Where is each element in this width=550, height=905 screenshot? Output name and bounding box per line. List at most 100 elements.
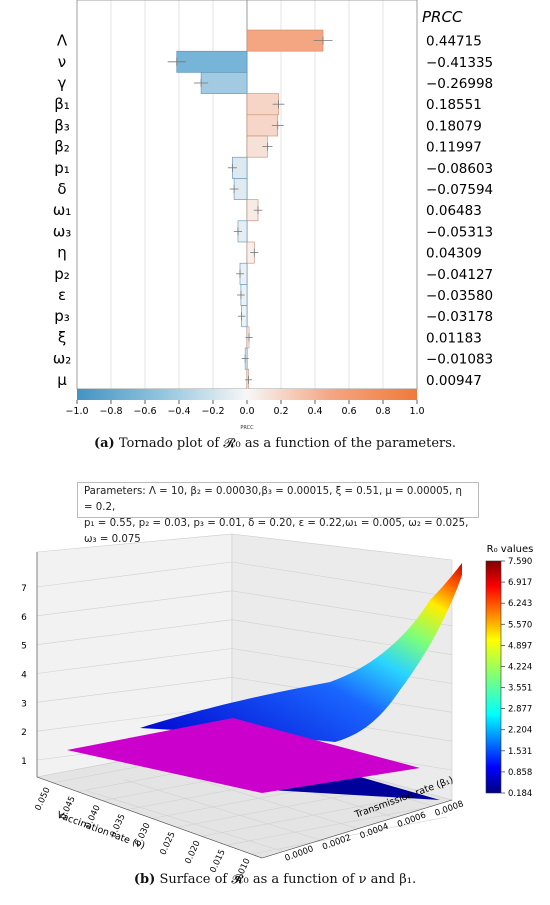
caption-b: (b) Surface of 𝓡₀ as a function of ν and… [0,872,550,887]
tornado-value-label: −0.03178 [426,309,493,325]
tornado-value-label: −0.41335 [426,55,493,71]
tornado-category-label: ω₃ [53,222,72,240]
parameters-line-1: Parameters: Λ = 10, β₂ = 0.00030,β₃ = 0.… [84,486,462,513]
surface-high-region [140,563,462,742]
tornado-category-label: ν [58,53,66,71]
tornado-category-label: ω₁ [53,201,72,219]
tornado-category-label: ξ [58,328,66,346]
tornado-value-label: 0.18079 [426,118,482,134]
reference-plane-r0-1 [67,718,420,793]
x-axis-line [36,776,263,859]
y-gridline [124,779,320,841]
r0-colorbar-tick-label: 4.897 [508,641,532,651]
r0-colorbar-tick-label: 7.590 [508,557,532,567]
prcc-tick-label: −1.0 [65,406,88,417]
prcc-tick-label: −0.2 [201,406,224,417]
tornado-value-label: −0.03580 [426,288,493,304]
tornado-value-label: 0.06483 [426,203,482,219]
z-gridline-right [231,561,453,598]
r0-colorbar-tick-label: 1.531 [508,747,532,757]
tornado-category-labels: Λνγ β₁ β₃ β₂ p₁ δ ω₁ ω₃ η p₂ ε p₃ ξ ω₂ μ [53,32,72,389]
r0-colorbar-ticks: 7.590 6.917 6.243 5.570 4.897 4.224 3.551 2.877… [501,557,532,799]
tornado-value-labels: 0.44715 −0.41335 −0.26998 0.18551 0.18079 0.1… [426,34,493,389]
x-tick-label: 0.015 [208,848,227,874]
tornado-category-label: γ [58,74,67,92]
z-tick-labels: 1 2 3 4 5 6 7 [21,584,27,767]
y-gridline [86,790,283,852]
prcc-tick-label: 0.4 [307,406,322,417]
tornado-value-label: −0.26998 [426,76,493,92]
prcc-tick-label: 0.6 [341,406,356,417]
tornado-category-label: Λ [57,32,68,50]
z-tick-label: 6 [21,613,27,623]
caption-a-text: Tornado plot of 𝓡₀ as a function of the … [118,436,457,451]
tornado-category-label: μ [57,371,67,389]
tornado-value-label: −0.01083 [426,352,493,368]
tornado-bar [176,50,248,73]
prcc-colorbar [77,389,417,400]
tornado-value-label: 0.01183 [426,330,482,346]
x-gridline [226,807,423,846]
tornado-bars [167,29,333,391]
z-gridline-right [231,590,453,627]
x-gridline [251,816,448,855]
z-gridline-left [36,590,233,617]
z-gridline-left [36,648,233,674]
tornado-value-label: 0.00947 [426,373,482,389]
prcc-tick-label: −0.8 [99,406,122,417]
z-tick-label: 5 [21,642,27,652]
tornado-category-label: β₂ [54,138,70,156]
prcc-tick-label: 0.0 [239,406,254,417]
prcc-tick-label: 0.2 [273,406,288,417]
prcc-tick-label: 1.0 [409,406,424,417]
caption-b-tag: (b) [133,872,156,887]
x-tick-label: 0.020 [183,839,202,865]
r0-colorbar-tick-label: 6.917 [508,578,532,588]
r0-colorbar-tick-label: 0.184 [508,789,532,799]
tornado-value-label: −0.05313 [426,224,493,240]
z-tick-label: 7 [21,584,27,594]
caption-a-tag: (a) [93,436,115,451]
z-gridline-left [36,705,233,732]
y-gridline [161,768,358,829]
x-axis-title: Vaccination rate (ν) [55,810,146,852]
tornado-category-label: p₂ [54,265,70,283]
z-tick-label: 1 [21,757,27,767]
r0-colorbar-tick-label: 4.224 [508,662,532,672]
tornado-category-label: ω₂ [53,350,72,368]
x-gridline [201,798,398,837]
tornado-value-label: −0.04127 [426,267,493,283]
x-tick-label: 0.050 [33,786,52,812]
prcc-tick-label: −0.6 [133,406,156,417]
r0-colorbar-tick-label: 0.858 [508,768,532,778]
prcc-colorbar-ticks: −1.0 −0.8 −0.6 −0.4 −0.2 0.0 0.2 0.4 0.6 0.8 1.0 [65,400,425,417]
caption-a: (a) Tornado plot of 𝓡₀ as a function of … [0,436,550,451]
prcc-tick-label: −0.4 [167,406,190,417]
z-gridline-right [231,648,453,684]
z-tick-label: 2 [21,728,27,738]
prcc-tick-label: 0.8 [375,406,390,417]
r0-colorbar-tick-label: 2.204 [508,726,532,736]
caption-b-text: Surface of 𝓡₀ as a function of ν and β₁. [159,872,417,887]
tornado-value-label: −0.08603 [426,161,493,177]
prcc-colorbar-label: PRCC [240,425,254,431]
tornado-category-label: p₃ [54,307,70,325]
tornado-category-label: ε [58,286,66,304]
x-gridline [176,790,373,828]
z-gridline-left [36,619,233,645]
parameters-box: Parameters: Λ = 10, β₂ = 0.00030,β₃ = 0.… [77,482,479,545]
r0-colorbar-tick-label: 3.551 [508,684,532,694]
r0-colorbar-tick-label: 2.877 [508,705,532,715]
y-axis-line [261,799,453,859]
z-tick-label: 4 [21,671,27,681]
tornado-value-label: −0.07594 [426,182,493,198]
prcc-header: PRCC [422,8,463,26]
z-tick-label: 3 [21,699,27,709]
tornado-category-label: p₁ [54,159,70,177]
z-gridline-left [36,677,233,703]
tornado-value-label: 0.44715 [426,34,482,50]
r0-colorbar [485,560,502,794]
z-gridline-left [36,561,233,588]
tornado-bar [246,29,324,52]
